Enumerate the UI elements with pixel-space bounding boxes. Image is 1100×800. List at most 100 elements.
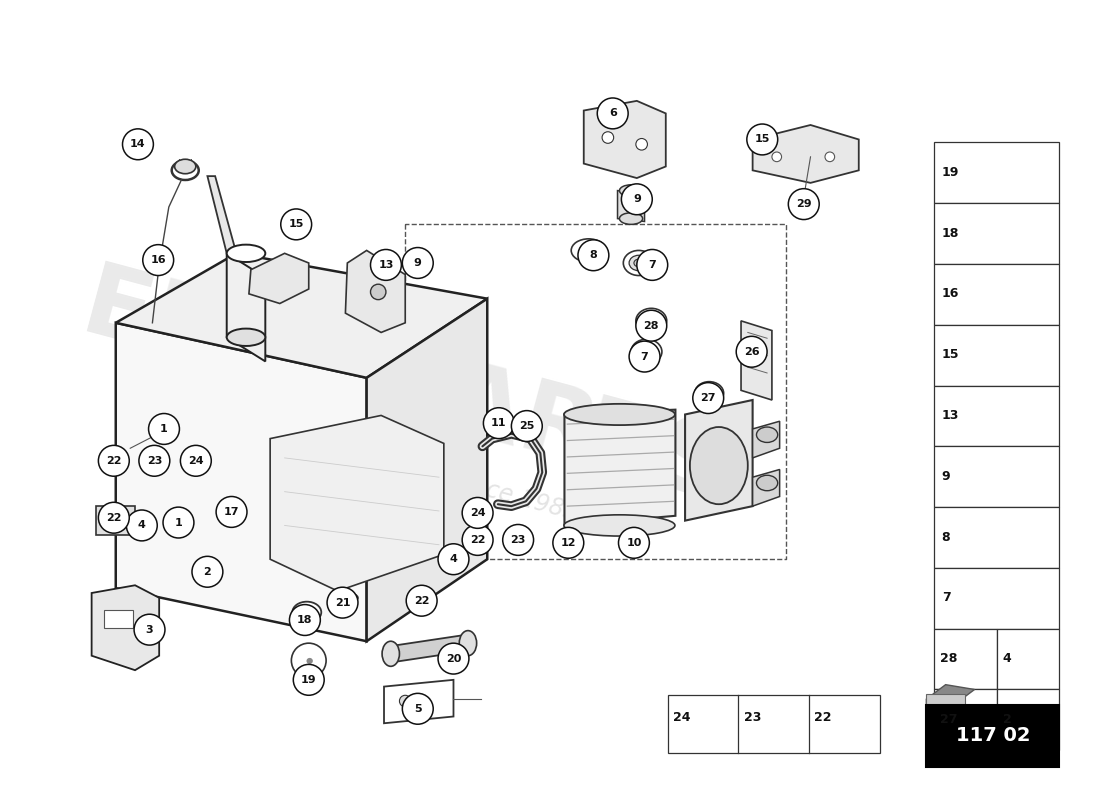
- Ellipse shape: [619, 185, 642, 196]
- Polygon shape: [617, 190, 645, 222]
- Circle shape: [462, 498, 493, 528]
- Ellipse shape: [701, 386, 718, 400]
- Ellipse shape: [757, 427, 778, 442]
- Bar: [934, 629, 997, 690]
- Text: 28: 28: [644, 321, 659, 330]
- Polygon shape: [249, 254, 309, 303]
- Ellipse shape: [172, 161, 199, 180]
- Bar: [934, 325, 1059, 386]
- Circle shape: [143, 245, 174, 275]
- Polygon shape: [227, 254, 265, 362]
- Ellipse shape: [619, 213, 642, 224]
- Text: 11: 11: [491, 418, 507, 428]
- Text: 25: 25: [519, 421, 535, 431]
- Circle shape: [438, 643, 469, 674]
- Ellipse shape: [636, 308, 667, 334]
- Text: 22: 22: [106, 513, 122, 522]
- Circle shape: [636, 310, 667, 341]
- Circle shape: [216, 497, 248, 527]
- Circle shape: [294, 664, 324, 695]
- Text: 27: 27: [701, 393, 716, 403]
- Text: 12: 12: [561, 538, 576, 548]
- Circle shape: [371, 284, 386, 300]
- Text: 4: 4: [138, 521, 145, 530]
- Text: 26: 26: [744, 346, 759, 357]
- Circle shape: [553, 527, 584, 558]
- Circle shape: [139, 446, 169, 476]
- Text: 9: 9: [632, 194, 641, 204]
- Polygon shape: [752, 470, 780, 506]
- Circle shape: [126, 510, 157, 541]
- Ellipse shape: [757, 475, 778, 490]
- Polygon shape: [752, 125, 859, 183]
- Circle shape: [772, 152, 782, 162]
- Polygon shape: [116, 323, 366, 642]
- Circle shape: [163, 507, 194, 538]
- Circle shape: [192, 556, 223, 587]
- Text: 15: 15: [942, 348, 959, 361]
- Circle shape: [280, 209, 311, 240]
- Bar: [934, 264, 1059, 325]
- Ellipse shape: [629, 255, 648, 270]
- Text: 4: 4: [1002, 652, 1011, 665]
- Circle shape: [789, 189, 820, 219]
- Circle shape: [122, 129, 153, 160]
- Bar: [934, 446, 1059, 507]
- Ellipse shape: [564, 404, 675, 425]
- Text: 16: 16: [151, 255, 166, 265]
- Text: 2: 2: [1002, 713, 1011, 726]
- Circle shape: [618, 527, 649, 558]
- Text: 117 02: 117 02: [956, 726, 1030, 746]
- Text: 23: 23: [146, 456, 162, 466]
- Polygon shape: [97, 506, 135, 535]
- Text: 17: 17: [223, 507, 240, 517]
- Text: 22: 22: [106, 456, 122, 466]
- Text: 20: 20: [446, 654, 461, 664]
- Circle shape: [403, 694, 433, 724]
- Circle shape: [406, 586, 437, 616]
- Text: 16: 16: [942, 287, 959, 300]
- Polygon shape: [564, 410, 675, 526]
- Polygon shape: [926, 685, 975, 714]
- Text: 22: 22: [814, 710, 832, 724]
- Bar: [104, 610, 133, 628]
- Text: 22: 22: [414, 596, 429, 606]
- Text: 9: 9: [942, 470, 950, 482]
- Circle shape: [134, 614, 165, 645]
- Ellipse shape: [642, 314, 660, 328]
- Text: 19: 19: [301, 675, 317, 685]
- Bar: [934, 203, 1059, 264]
- Circle shape: [636, 138, 648, 150]
- Circle shape: [180, 446, 211, 476]
- Circle shape: [629, 341, 660, 372]
- Text: 22: 22: [470, 535, 485, 545]
- Ellipse shape: [293, 602, 321, 623]
- Circle shape: [403, 247, 433, 278]
- Text: 24: 24: [673, 710, 691, 724]
- Circle shape: [292, 643, 326, 678]
- Text: 23: 23: [510, 535, 526, 545]
- Ellipse shape: [580, 245, 597, 256]
- Ellipse shape: [175, 159, 196, 174]
- Bar: [668, 695, 880, 753]
- Circle shape: [512, 410, 542, 442]
- Ellipse shape: [299, 606, 315, 618]
- Bar: [926, 705, 1059, 766]
- Circle shape: [438, 544, 469, 574]
- Text: 27: 27: [939, 713, 957, 726]
- Circle shape: [226, 506, 241, 522]
- Text: EUROPARTS: EUROPARTS: [72, 258, 739, 523]
- Text: 21: 21: [334, 598, 350, 608]
- Circle shape: [148, 414, 179, 444]
- Circle shape: [597, 98, 628, 129]
- Text: ●: ●: [305, 656, 312, 665]
- Circle shape: [483, 408, 515, 438]
- Text: 18: 18: [297, 615, 312, 625]
- Ellipse shape: [690, 427, 748, 504]
- Text: 4: 4: [450, 554, 458, 564]
- Text: 24: 24: [470, 508, 485, 518]
- Text: a passion for parts since 1985: a passion for parts since 1985: [230, 410, 581, 526]
- Ellipse shape: [460, 630, 476, 656]
- Text: 8: 8: [590, 250, 597, 260]
- Ellipse shape: [382, 642, 399, 666]
